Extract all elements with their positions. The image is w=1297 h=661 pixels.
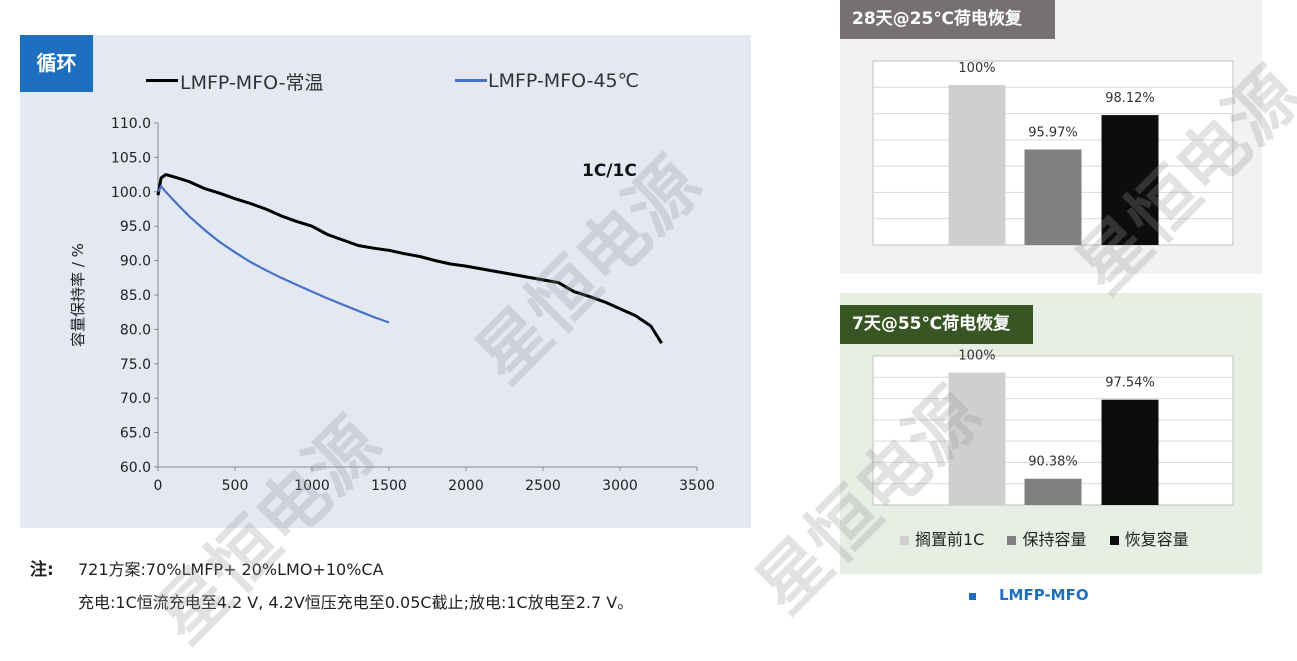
right-caption: LMFP-MFO <box>999 586 1089 604</box>
storage-25c-bar-chart: 100% 95.97% 98.12% <box>872 60 1234 246</box>
legend-swatch-before <box>900 536 909 545</box>
x-tick-label: 0 <box>154 478 163 494</box>
y-tick-label: 75.0 <box>120 357 151 373</box>
bar25-bar-label: 98.12% <box>1105 91 1155 106</box>
note-formula: 721方案:70%LMFP+ 20%LMO+10%CA <box>78 560 384 579</box>
storage-55c-title-text: 7天@55℃荷电恢复 <box>852 314 1011 334</box>
storage-25c-title-text: 28天@25℃荷电恢复 <box>852 9 1022 29</box>
storage-55c-title: 7天@55℃荷电恢复 <box>840 305 1033 344</box>
storage-25c-title: 28天@25℃荷电恢复 <box>840 0 1055 39</box>
legend-swatch-retained <box>1007 536 1017 545</box>
chart-annotation: 1C/1C <box>582 161 637 181</box>
x-tick-label: 2000 <box>448 478 484 494</box>
storage-55c-bar-chart: 100% 90.38% 97.54% <box>872 349 1234 506</box>
bar55-bar <box>948 372 1006 505</box>
y-tick-label: 105.0 <box>111 150 151 166</box>
bar25-bar <box>1101 115 1159 245</box>
bar25-bar-label: 95.97% <box>1028 125 1078 140</box>
legend-swatch-room-temp <box>146 79 178 82</box>
bar55-plot-area <box>872 355 1234 506</box>
cycle-line-chart: 60.0 65.0 70.0 75.0 80.0 85.0 90.0 95.0 100.0 105… <box>69 116 715 494</box>
caption-bullet <box>969 593 976 600</box>
note-protocol: 充电:1C恒流充电至4.2 V, 4.2V恒压充电至0.05C截止;放电:1C放… <box>78 593 634 612</box>
x-tick-label: 2500 <box>525 478 561 494</box>
x-tick-label: 3000 <box>602 478 638 494</box>
bar25-bar <box>1024 149 1082 245</box>
y-axis-label: 容量保持率 / % <box>69 243 87 347</box>
y-tick-label: 70.0 <box>120 391 151 407</box>
bar55-bar-label: 100% <box>958 349 995 364</box>
bar55-bar <box>1024 478 1082 505</box>
legend-label-retained: 保持容量 <box>1022 530 1087 549</box>
x-tick-label: 1500 <box>371 478 407 494</box>
legend-label-recovered: 恢复容量 <box>1124 530 1189 549</box>
bar25-bar-label: 100% <box>958 61 995 76</box>
cycle-chart-panel <box>20 35 751 528</box>
y-tick-label: 100.0 <box>111 185 151 201</box>
note-label: 注: <box>30 560 54 580</box>
bar55-bar-label: 97.54% <box>1105 376 1155 391</box>
legend-swatch-recovered <box>1109 536 1119 545</box>
bar25-bar <box>948 85 1006 245</box>
bar-legend: 搁置前1C 保持容量 恢复容量 <box>900 526 1189 550</box>
series-line-room-temp <box>156 173 663 344</box>
y-tick-label: 110.0 <box>111 116 151 132</box>
legend-swatch-45c <box>455 79 487 82</box>
y-tick-label: 80.0 <box>120 322 151 338</box>
y-tick-label: 60.0 <box>120 460 151 476</box>
y-tick-label: 85.0 <box>120 288 151 304</box>
legend-label-before: 搁置前1C <box>915 530 985 549</box>
bar55-bar <box>1101 399 1159 505</box>
legend-label-45c: LMFP-MFO-45℃ <box>488 70 639 92</box>
cycle-tag: 循环 <box>20 35 93 92</box>
bar55-bar-label: 90.38% <box>1028 455 1078 470</box>
x-tick-label: 3500 <box>679 478 715 494</box>
y-tick-label: 90.0 <box>120 254 151 270</box>
y-tick-label: 65.0 <box>120 426 151 442</box>
legend-label-room-temp: LMFP-MFO-常温 <box>180 72 324 94</box>
x-tick-label: 1000 <box>294 478 330 494</box>
y-tick-label: 95.0 <box>120 219 151 235</box>
x-tick-label: 500 <box>222 478 249 494</box>
series-line-45c <box>157 185 390 324</box>
